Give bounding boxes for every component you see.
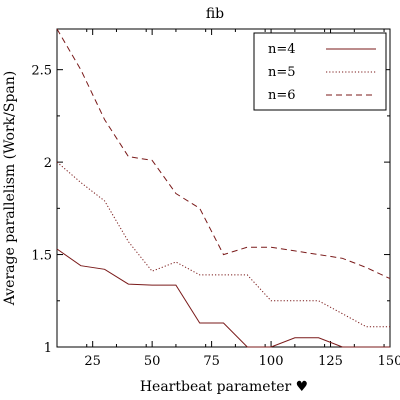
x-tick-label: 50 bbox=[144, 354, 161, 369]
x-axis-label: Heartbeat parameter ♥ bbox=[140, 379, 308, 395]
series-line-n-4 bbox=[56, 248, 390, 348]
series-line-n-5 bbox=[56, 161, 390, 328]
x-tick-label: 25 bbox=[84, 354, 101, 369]
y-tick-label: 2.5 bbox=[31, 64, 52, 79]
legend-label: n=4 bbox=[268, 42, 296, 57]
y-tick-label: 1.5 bbox=[31, 249, 52, 264]
chart-title: fib bbox=[206, 6, 224, 22]
y-axis-label: Average parallelism (Work/Span) bbox=[2, 71, 18, 307]
axis-ticks: 25 50 75 100 125 150 1 1.5 2 2.5 bbox=[31, 29, 400, 369]
series-line-n-6 bbox=[56, 28, 391, 280]
x-tick-label: 125 bbox=[318, 354, 343, 369]
legend-box bbox=[253, 32, 387, 111]
x-tick-label: 75 bbox=[203, 354, 220, 369]
legend-label: n=5 bbox=[268, 65, 296, 80]
x-tick-label: 100 bbox=[259, 354, 284, 369]
plot-frame bbox=[56, 28, 391, 348]
legend: n=4 n=5 n=6 bbox=[253, 32, 387, 111]
y-tick-label: 1 bbox=[44, 341, 52, 356]
y-tick-label: 2 bbox=[44, 156, 52, 171]
legend-label: n=6 bbox=[268, 88, 296, 103]
series-lines bbox=[56, 28, 391, 348]
x-tick-label: 150 bbox=[378, 354, 400, 369]
